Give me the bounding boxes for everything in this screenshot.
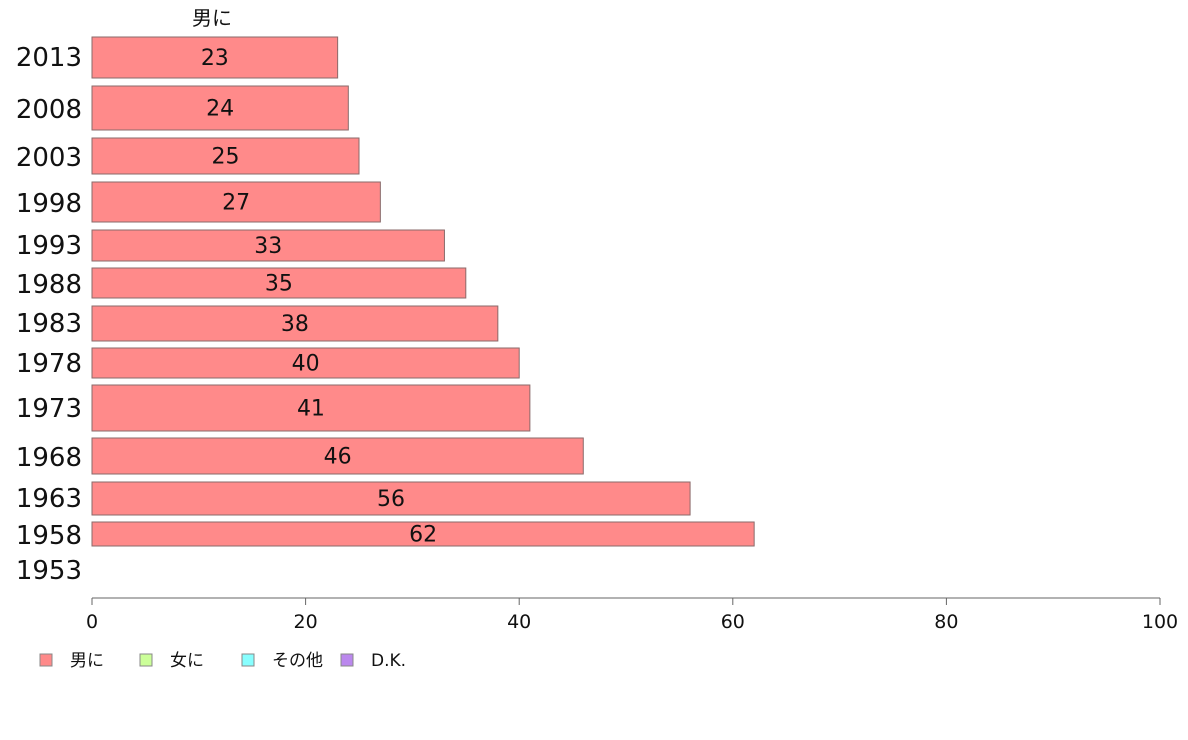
x-tick-label: 60 xyxy=(721,611,745,633)
bar-value-label: 46 xyxy=(324,445,352,470)
x-tick-label: 100 xyxy=(1142,611,1178,633)
bar-value-label: 56 xyxy=(377,487,405,512)
category-label: 1988 xyxy=(16,270,82,300)
bar-value-label: 40 xyxy=(292,352,320,377)
category-label: 1983 xyxy=(16,309,82,339)
category-label: 1993 xyxy=(16,231,82,261)
bar-value-label: 33 xyxy=(254,234,282,259)
legend-swatch xyxy=(39,653,53,667)
category-label: 1953 xyxy=(16,556,82,586)
bar xyxy=(91,85,349,131)
bar xyxy=(91,384,531,432)
bar xyxy=(91,521,755,547)
category-label: 1968 xyxy=(16,443,82,473)
bar-value-label: 24 xyxy=(206,97,234,122)
bar xyxy=(91,267,467,299)
bar xyxy=(91,481,691,516)
legend-swatch xyxy=(139,653,153,667)
x-axis: 0 20 40 60 80 100 xyxy=(86,597,1178,633)
category-label: 1958 xyxy=(16,521,82,551)
category-label: 1973 xyxy=(16,394,82,424)
bar-value-label: 35 xyxy=(265,272,293,297)
bar xyxy=(91,137,360,175)
bar-value-label: 23 xyxy=(201,46,229,71)
x-tick-label: 20 xyxy=(294,611,318,633)
series-top-label: 男に xyxy=(192,6,232,30)
category-label: 1963 xyxy=(16,484,82,514)
bar-value-label: 25 xyxy=(212,145,240,170)
x-tick-label: 0 xyxy=(86,611,98,633)
category-label: 2003 xyxy=(16,143,82,173)
category-label: 1998 xyxy=(16,189,82,219)
bar-value-label: 41 xyxy=(297,397,325,422)
bar xyxy=(91,347,520,379)
category-labels-group: 2013 2008 2003 1998 1993 1988 1983 1978 1973 1968… xyxy=(16,43,82,586)
legend-label: 男に xyxy=(70,651,104,671)
bar-value-label: 62 xyxy=(409,523,437,548)
bar xyxy=(91,36,339,79)
category-label: 1978 xyxy=(16,349,82,379)
x-tick-label: 80 xyxy=(934,611,958,633)
legend-label: D.K. xyxy=(371,651,406,671)
bar xyxy=(91,229,445,262)
category-label: 2008 xyxy=(16,95,82,125)
bar xyxy=(91,437,584,475)
bar-value-label: 27 xyxy=(222,191,250,216)
category-label: 2013 xyxy=(16,43,82,73)
legend: 男に 女に その他 D.K. xyxy=(39,651,406,671)
legend-label: 女に xyxy=(170,651,204,671)
x-tick-label: 40 xyxy=(507,611,531,633)
legend-swatch xyxy=(241,653,255,667)
bar xyxy=(91,181,381,223)
legend-label: その他 xyxy=(272,651,323,671)
legend-swatch xyxy=(340,653,354,667)
bar-value-label: 38 xyxy=(281,312,309,337)
bar xyxy=(91,305,499,342)
